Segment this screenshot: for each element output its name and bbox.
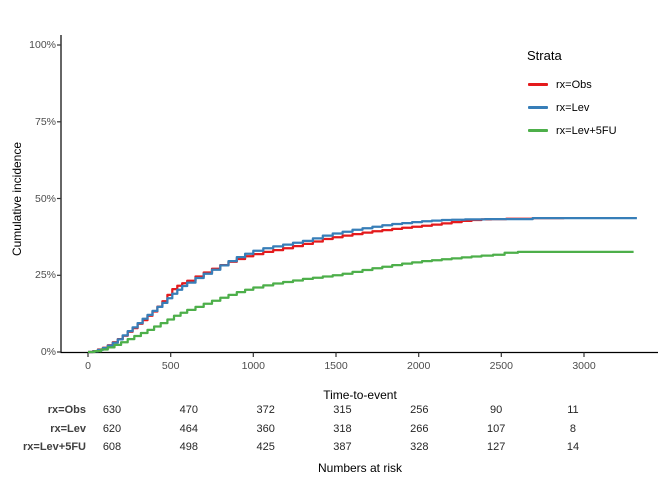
risk-value: 256 bbox=[410, 404, 429, 416]
risk-value: 464 bbox=[179, 422, 198, 435]
risk-value: 608 bbox=[102, 441, 122, 453]
risk-value: 470 bbox=[179, 404, 198, 416]
risk-value: 107 bbox=[486, 422, 506, 435]
risk-value: 266 bbox=[410, 422, 429, 435]
legend-line-icon bbox=[528, 129, 548, 132]
legend-title: Strata bbox=[527, 48, 562, 63]
risk-value: 127 bbox=[486, 441, 506, 453]
x-tick-label: 3000 bbox=[572, 360, 596, 372]
risk-value: 315 bbox=[333, 404, 352, 416]
risk-value: 425 bbox=[256, 441, 275, 453]
risk-value: 630 bbox=[102, 404, 122, 416]
risk-value: 620 bbox=[102, 422, 122, 435]
risk-table-caption: Numbers at risk bbox=[317, 461, 403, 475]
x-tick-label: 0 bbox=[85, 360, 91, 372]
risk-value: 14 bbox=[566, 441, 580, 453]
x-tick-label: 500 bbox=[161, 360, 180, 372]
risk-row-label: rx=Obs bbox=[47, 404, 86, 416]
x-tick-label: 2000 bbox=[407, 360, 431, 372]
x-axis-title: Time-to-event bbox=[323, 388, 397, 402]
curve-rx=Obs bbox=[88, 216, 565, 354]
risk-value: 11 bbox=[567, 404, 579, 416]
risk-value: 372 bbox=[256, 404, 275, 416]
risk-value: 8 bbox=[569, 422, 577, 435]
legend-item-label: rx=Obs bbox=[556, 79, 592, 91]
legend-item-label: rx=Lev bbox=[556, 102, 590, 114]
y-tick-label: 25% bbox=[34, 269, 56, 282]
y-tick-label: 50% bbox=[34, 192, 56, 205]
x-tick-label: 1500 bbox=[324, 360, 348, 372]
x-tick-label: 1000 bbox=[241, 360, 265, 372]
curve-rx=Lev+5FU bbox=[88, 250, 634, 354]
risk-value: 387 bbox=[333, 441, 352, 453]
y-tick-label: 0% bbox=[40, 346, 56, 358]
curve-rx=Lev bbox=[88, 216, 637, 354]
risk-row-label: rx=Lev bbox=[50, 422, 86, 435]
legend-line-icon bbox=[528, 106, 548, 109]
y-tick-label: 75% bbox=[34, 115, 56, 128]
legend-line-icon bbox=[528, 83, 548, 86]
risk-value: 90 bbox=[490, 404, 503, 416]
x-tick-label: 2500 bbox=[489, 360, 513, 372]
risk-value: 328 bbox=[410, 441, 429, 453]
y-tick-label: 100% bbox=[29, 39, 56, 51]
risk-row-label: rx=Lev+5FU bbox=[23, 441, 86, 453]
risk-value: 360 bbox=[256, 422, 275, 435]
legend-item-label: rx=Lev+5FU bbox=[556, 125, 617, 137]
risk-value: 498 bbox=[179, 441, 198, 453]
risk-value: 318 bbox=[333, 422, 352, 435]
